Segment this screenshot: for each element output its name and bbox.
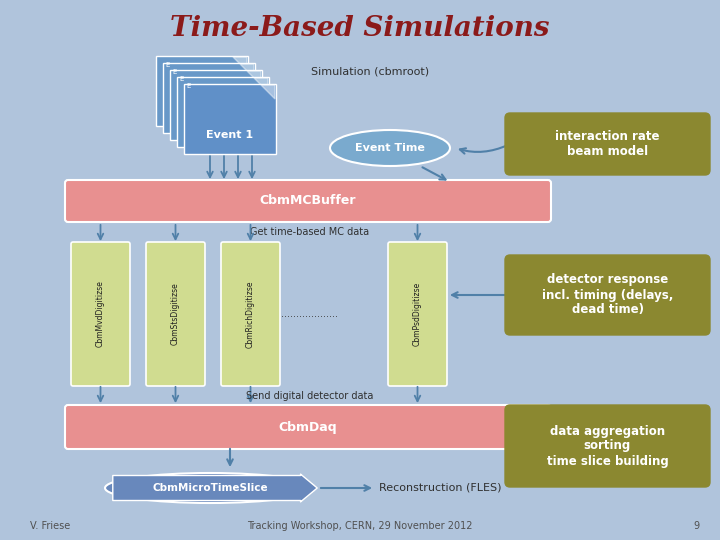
Text: E: E [186,83,190,89]
Text: detector response
incl. timing (delays,
dead time): detector response incl. timing (delays, … [542,273,673,316]
Text: Reconstruction (FLES): Reconstruction (FLES) [379,483,501,493]
FancyBboxPatch shape [163,63,255,133]
Text: CbmMicroTimeSlice: CbmMicroTimeSlice [152,483,268,493]
Text: 9: 9 [694,521,700,531]
Ellipse shape [105,473,315,503]
FancyBboxPatch shape [184,84,276,154]
Text: CbmMCBuffer: CbmMCBuffer [260,194,356,207]
FancyBboxPatch shape [170,70,262,140]
Text: E: E [179,76,184,82]
FancyBboxPatch shape [156,56,248,126]
Text: CbmDaq: CbmDaq [279,421,337,434]
Text: ...................: ................... [282,309,338,319]
Polygon shape [247,71,261,85]
Text: CbmRichDigitizse: CbmRichDigitizse [246,280,255,348]
FancyBboxPatch shape [505,113,710,175]
Text: Get time-based MC data: Get time-based MC data [251,227,369,237]
FancyBboxPatch shape [505,405,710,487]
FancyBboxPatch shape [71,242,130,386]
FancyBboxPatch shape [65,405,551,449]
Text: Tracking Workshop, CERN, 29 November 2012: Tracking Workshop, CERN, 29 November 201… [247,521,473,531]
Text: CbmStsDigitizse: CbmStsDigitizse [171,282,180,346]
Polygon shape [261,85,275,99]
Polygon shape [233,57,247,71]
FancyArrowPatch shape [113,474,318,502]
Text: data aggregation
sorting
time slice building: data aggregation sorting time slice buil… [546,424,668,468]
FancyBboxPatch shape [221,242,280,386]
Polygon shape [254,78,268,92]
Text: Time-Based Simulations: Time-Based Simulations [170,15,550,42]
Text: V. Friese: V. Friese [30,521,71,531]
Ellipse shape [330,130,450,166]
FancyBboxPatch shape [146,242,205,386]
FancyBboxPatch shape [177,77,269,147]
Text: E: E [172,69,176,75]
Text: CbmPsdDigitizse: CbmPsdDigitizse [413,282,422,346]
FancyBboxPatch shape [505,255,710,335]
Polygon shape [240,64,254,78]
FancyBboxPatch shape [388,242,447,386]
Text: Event Time: Event Time [355,143,425,153]
Text: Event 1: Event 1 [207,130,253,140]
Text: interaction rate
beam model: interaction rate beam model [555,130,660,158]
Text: Simulation (cbmroot): Simulation (cbmroot) [311,67,429,77]
Text: Send digital detector data: Send digital detector data [246,391,374,401]
FancyBboxPatch shape [65,180,551,222]
Text: E: E [165,62,169,68]
Text: CbmMvdDigitizse: CbmMvdDigitizse [96,281,105,347]
